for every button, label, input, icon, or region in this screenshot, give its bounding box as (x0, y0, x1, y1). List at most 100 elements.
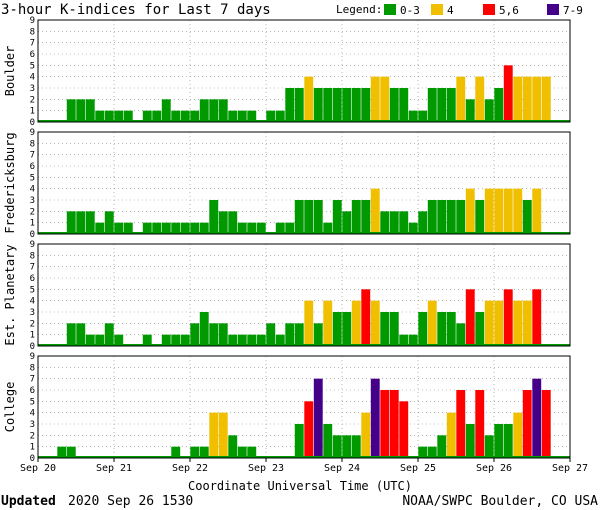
legend-label-1: 0-3 (400, 4, 420, 17)
y-tick-label: 6 (30, 162, 35, 172)
bar (332, 200, 342, 234)
x-tick-label: Sep 23 (248, 463, 284, 474)
bar (456, 200, 466, 234)
updated-label: Updated (1, 494, 56, 509)
bar (351, 200, 361, 234)
y-tick-label: 2 (30, 431, 35, 441)
y-tick-label: 3 (30, 196, 35, 206)
y-tick-label: 4 (30, 409, 35, 419)
panel-2: 01 234 567 89 Fredericksburg (3, 128, 571, 240)
bar (104, 211, 114, 234)
bar (456, 323, 466, 346)
bar (247, 446, 257, 458)
bar (418, 110, 428, 122)
y-tick-label: 5 (30, 285, 35, 295)
bar (180, 222, 190, 234)
bar (190, 323, 200, 346)
bar (541, 76, 551, 122)
y-tick-label: 7 (30, 263, 35, 273)
y-tick-label: 6 (30, 50, 35, 60)
bar (494, 88, 504, 122)
bar (190, 110, 200, 122)
y-tick-label: 7 (30, 375, 35, 385)
bar (465, 424, 475, 458)
y-tick-label: 1 (30, 107, 35, 117)
station-label: Boulder (3, 46, 17, 97)
bar (503, 289, 513, 346)
y-tick-label: 6 (30, 386, 35, 396)
bar (503, 65, 513, 122)
bar (171, 222, 181, 234)
bar (57, 446, 67, 458)
source-credit: NOAA/SWPC Boulder, CO USA (402, 494, 598, 509)
bar (142, 110, 152, 122)
bar (285, 323, 295, 346)
bar (513, 188, 523, 234)
bar (465, 289, 475, 346)
bar (513, 300, 523, 346)
x-axis: Sep 20 Sep 21 Sep 22 Sep 23 Sep 24 Sep 25 Sep … (20, 458, 588, 474)
bar (389, 88, 399, 122)
y-tick-label: 0 (30, 342, 35, 352)
bar (541, 390, 551, 458)
bar (446, 200, 456, 234)
bar (161, 222, 171, 234)
y-tick-label: 8 (30, 251, 35, 261)
bar (228, 211, 238, 234)
y-tick-label: 8 (30, 27, 35, 37)
panel-1: 01 234 567 89 Boulder (3, 16, 571, 128)
bar (294, 424, 304, 458)
bar (171, 334, 181, 346)
bar (532, 289, 542, 346)
bar (532, 76, 542, 122)
bar (389, 390, 399, 458)
bar (323, 222, 333, 234)
panel-frame (37, 355, 571, 459)
bar (399, 334, 409, 346)
bar (218, 323, 228, 346)
bar (399, 88, 409, 122)
bar (351, 300, 361, 346)
bar (446, 312, 456, 346)
bar (380, 211, 390, 234)
bar (209, 323, 219, 346)
bar (161, 334, 171, 346)
bar (199, 99, 209, 122)
bar (361, 412, 371, 458)
bar (123, 222, 133, 234)
bar (228, 334, 238, 346)
bar (370, 188, 380, 234)
bar (95, 110, 105, 122)
bar (85, 334, 95, 346)
bar (522, 76, 532, 122)
bar (380, 312, 390, 346)
bar (351, 88, 361, 122)
bar (285, 88, 295, 122)
bar (532, 188, 542, 234)
bar (475, 76, 485, 122)
x-tick-label: Sep 25 (400, 463, 436, 474)
bar (275, 222, 285, 234)
bar (237, 222, 247, 234)
bar (503, 424, 513, 458)
bar (484, 300, 494, 346)
bar (294, 200, 304, 234)
bar (256, 222, 266, 234)
bar (456, 76, 466, 122)
bar (456, 390, 466, 458)
legend-swatch-2 (431, 4, 443, 15)
footer: Updated 2020 Sep 26 1530 NOAA/SWPC Bould… (1, 494, 598, 509)
panel-frame (37, 243, 571, 347)
bar (342, 312, 352, 346)
bar (85, 211, 95, 234)
bar (76, 211, 86, 234)
bar (332, 312, 342, 346)
bar (294, 88, 304, 122)
y-tick-label: 4 (30, 297, 35, 307)
bar (332, 435, 342, 458)
bar (266, 110, 276, 122)
y-tick-label: 5 (30, 173, 35, 183)
bar (218, 412, 228, 458)
bar (494, 300, 504, 346)
bar (370, 300, 380, 346)
